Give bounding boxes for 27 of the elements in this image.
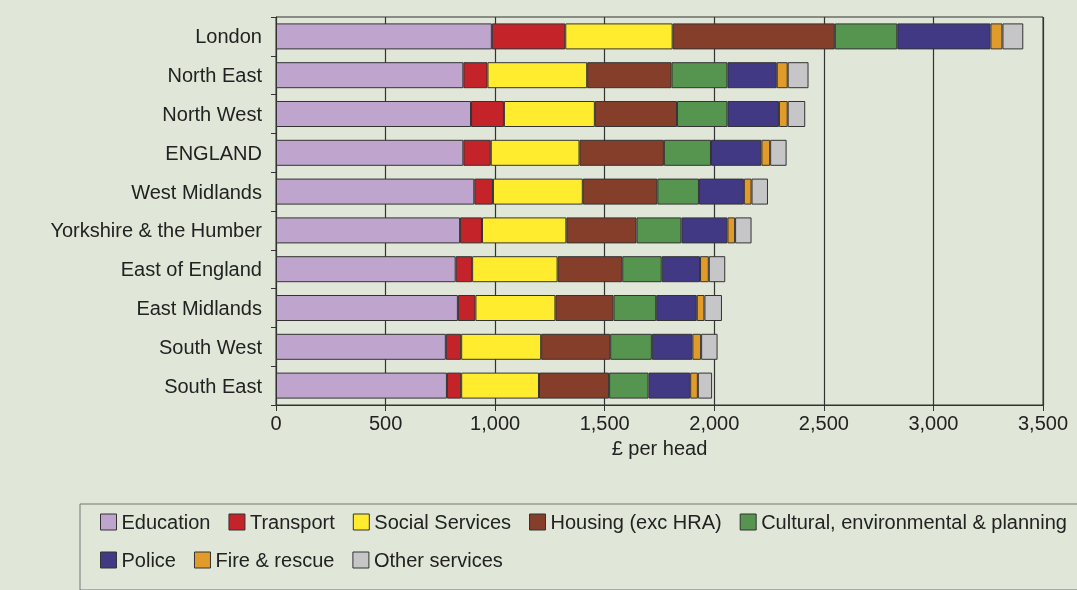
x-tick-label: 3,500 — [1017, 412, 1069, 434]
y-tick-label: ENGLAND — [165, 141, 262, 164]
legend-label: Education — [121, 511, 211, 533]
legend-label: Other services — [373, 549, 503, 571]
y-tick-label: North East — [167, 64, 263, 87]
legend-label: Fire & rescue — [215, 549, 335, 571]
x-tick-label: 1,000 — [470, 412, 521, 434]
legend-label: Housing (exc HRA) — [550, 511, 722, 533]
y-tick-label: East of England — [120, 258, 262, 281]
x-tick-label: 3,000 — [908, 412, 959, 434]
x-axis-title: £ per head — [611, 436, 708, 459]
x-tick-label: 2,500 — [798, 412, 849, 434]
legend-label: Police — [121, 549, 176, 571]
y-tick-label: London — [195, 25, 262, 48]
y-tick-label: Yorkshire & the Humber — [50, 219, 263, 242]
y-tick-label: East Midlands — [136, 297, 262, 319]
legend-label: Cultural, environmental & planning — [761, 511, 1067, 533]
x-tick-label: 2,000 — [689, 412, 740, 434]
y-tick-label: South East — [164, 374, 263, 397]
legend-label: Social Services — [374, 511, 512, 533]
x-tick-label: 1,500 — [579, 412, 630, 434]
x-tick-label: 500 — [368, 412, 403, 434]
x-tick-label: 0 — [270, 412, 282, 434]
legend-label: Transport — [249, 511, 336, 533]
y-tick-label: North West — [162, 103, 263, 125]
y-tick-label: West Midlands — [131, 180, 262, 203]
y-tick-label: South West — [158, 335, 263, 358]
